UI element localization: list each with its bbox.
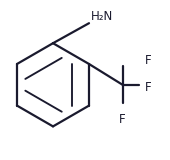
Text: F: F [145, 53, 152, 67]
Text: F: F [145, 81, 152, 94]
Text: H₂N: H₂N [91, 10, 113, 23]
Text: F: F [118, 113, 125, 126]
